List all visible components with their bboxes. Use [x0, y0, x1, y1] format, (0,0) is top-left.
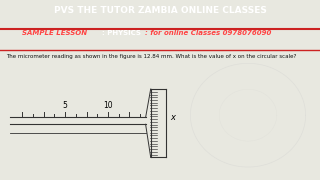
- Text: PVS THE TUTOR ZAMBIA ONLINE CLASSES: PVS THE TUTOR ZAMBIA ONLINE CLASSES: [53, 6, 267, 15]
- Text: : for online Classes 0978076090: : for online Classes 0978076090: [145, 30, 271, 36]
- Text: 5: 5: [63, 100, 68, 109]
- Text: The micrometer reading as shown in the figure is 12.84 mm. What is the value of : The micrometer reading as shown in the f…: [6, 54, 297, 59]
- Text: x: x: [170, 113, 175, 122]
- Text: SAMPLE LESSON: SAMPLE LESSON: [22, 30, 87, 36]
- Text: : PHYSICS: : PHYSICS: [102, 30, 141, 36]
- Text: 10: 10: [103, 100, 113, 109]
